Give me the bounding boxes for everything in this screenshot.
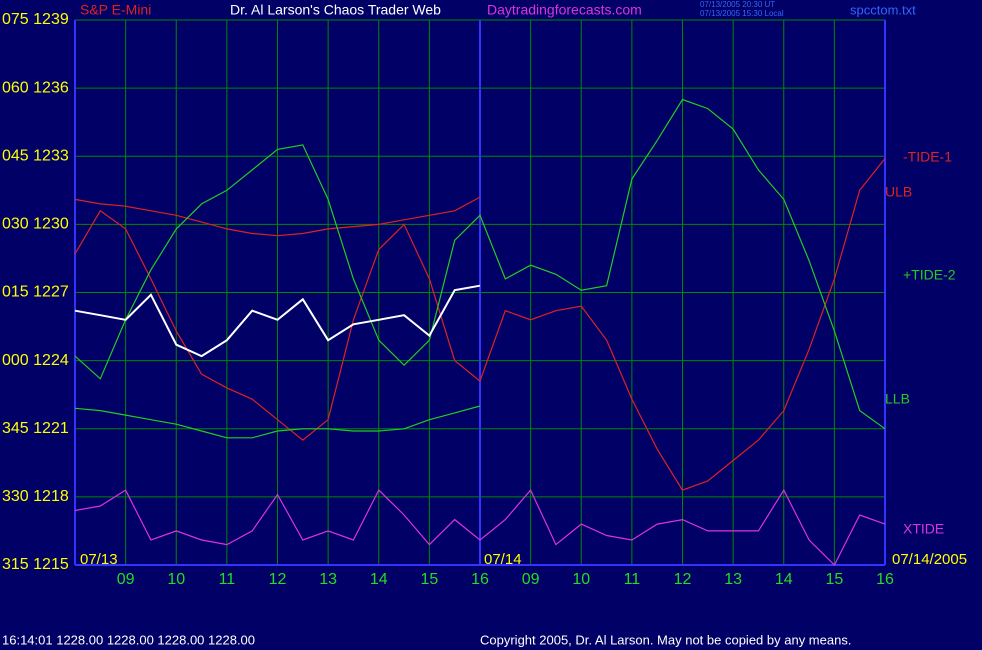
site: Daytradingforecasts.com <box>487 2 642 18</box>
y-tick-label: 330 1218 <box>2 488 69 505</box>
date-label: 07/13 <box>80 551 118 568</box>
x-tick-label: 14 <box>370 571 388 588</box>
x-tick-label: 13 <box>724 571 742 588</box>
x-tick-label: 12 <box>269 571 287 588</box>
series-line <box>74 98 886 430</box>
series-line <box>74 196 481 237</box>
series-label: ULB <box>885 184 912 200</box>
series-line <box>74 158 886 491</box>
quote: 16:14:01 1228.00 1228.00 1228.00 1228.00 <box>2 632 255 647</box>
y-tick-label: 075 1239 <box>2 11 69 28</box>
y-tick-label: 045 1233 <box>2 147 69 164</box>
series-line <box>74 405 481 439</box>
x-tick-label: 15 <box>420 571 438 588</box>
file-name: spcctom.txt <box>850 2 916 17</box>
y-tick-label: 000 1224 <box>2 352 69 369</box>
x-tick-label: 11 <box>624 571 641 588</box>
timestamp: 07/13/2005 15:30 Local <box>700 9 784 18</box>
price-line <box>74 284 481 358</box>
x-tick-label: 10 <box>167 571 185 588</box>
series-label: -TIDE-1 <box>903 149 952 165</box>
x-tick-label: 10 <box>572 571 590 588</box>
date-label: 07/14 <box>484 551 522 568</box>
x-tick-label: 12 <box>674 571 692 588</box>
x-tick-label: 09 <box>117 571 135 588</box>
date-label: 07/14/2005 <box>892 551 967 568</box>
x-tick-label: 15 <box>825 571 843 588</box>
series-label: XTIDE <box>903 521 944 537</box>
series-label: LLB <box>885 391 910 407</box>
copyright: Copyright 2005, Dr. Al Larson. May not b… <box>480 632 851 647</box>
y-tick-label: 030 1230 <box>2 216 69 233</box>
timestamp: 07/13/2005 20:30 UT <box>700 0 775 9</box>
x-tick-label: 16 <box>471 571 489 588</box>
y-tick-label: 015 1227 <box>2 284 69 301</box>
y-tick-label: 060 1236 <box>2 79 69 96</box>
title: Dr. Al Larson's Chaos Trader Web <box>230 2 441 18</box>
x-tick-label: 16 <box>876 571 894 588</box>
x-tick-label: 14 <box>775 571 793 588</box>
x-tick-label: 13 <box>319 571 337 588</box>
series-label: +TIDE-2 <box>903 267 956 283</box>
x-tick-label: 09 <box>522 571 540 588</box>
series-line <box>74 488 886 567</box>
x-tick-label: 11 <box>219 571 236 588</box>
y-tick-label: 345 1221 <box>2 420 69 437</box>
instrument: S&P E-Mini <box>80 2 151 18</box>
y-tick-label: 315 1215 <box>2 556 69 573</box>
